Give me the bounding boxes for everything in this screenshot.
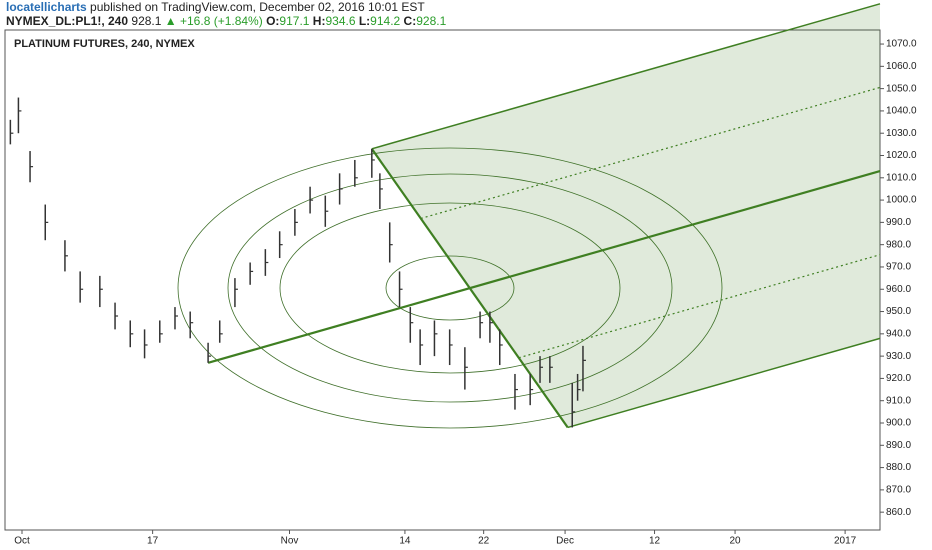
x-tick-label: 14 — [399, 536, 411, 547]
x-tick-label: Dec — [556, 536, 574, 547]
y-tick-label: 890.0 — [886, 440, 911, 451]
upper-line — [371, 3, 881, 150]
handle-line — [370, 148, 569, 429]
h-value: 934.6 — [325, 14, 356, 28]
x-tick-label: Oct — [14, 536, 30, 547]
up-icon: ▲ — [164, 14, 177, 28]
y-tick-label: 1000.0 — [886, 195, 917, 206]
y-tick-label: 940.0 — [886, 328, 911, 339]
y-tick-label: 860.0 — [886, 507, 911, 518]
y-tick-label: 1010.0 — [886, 172, 917, 183]
symbol: NYMEX_DL:PL1!, 240 — [6, 14, 129, 28]
y-tick-label: 990.0 — [886, 217, 911, 228]
last: 928.1 — [131, 14, 162, 28]
y-tick-label: 970.0 — [886, 262, 911, 273]
ellipse — [279, 202, 621, 374]
x-tick-label: 17 — [147, 536, 159, 547]
x-tick-label: 22 — [478, 536, 490, 547]
plot-frame — [4, 29, 881, 531]
x-tick-label: 12 — [649, 536, 661, 547]
y-tick-label: 980.0 — [886, 239, 911, 250]
ellipse — [385, 255, 515, 321]
pitchfork-fill — [371, 3, 880, 428]
y-tick-label: 880.0 — [886, 462, 911, 473]
author: locatellicharts — [6, 0, 87, 14]
o-label: O: — [266, 14, 280, 28]
y-tick-label: 950.0 — [886, 306, 911, 317]
h-label: H: — [312, 14, 326, 28]
publish-line: locatellicharts published on TradingView… — [6, 0, 926, 14]
o-value: 917.1 — [279, 14, 310, 28]
y-tick-label: 1070.0 — [886, 39, 917, 50]
y-tick-label: 900.0 — [886, 418, 911, 429]
lower-line — [567, 337, 881, 429]
circles — [177, 147, 723, 429]
x-tick-label: 2017 — [834, 536, 857, 547]
y-tick-label: 960.0 — [886, 284, 911, 295]
c-value: 928.1 — [416, 14, 447, 28]
x-tick-label: 20 — [729, 536, 741, 547]
y-tick-label: 910.0 — [886, 395, 911, 406]
c-label: C: — [403, 14, 417, 28]
y-tick-label: 930.0 — [886, 351, 911, 362]
y-tick-label: 1060.0 — [886, 61, 917, 72]
change: +16.8 (+1.84%) — [180, 14, 263, 28]
ellipse — [177, 147, 723, 429]
published: published on TradingView.com, December 0… — [90, 0, 425, 14]
chart-title: PLATINUM FUTURES, 240, NYMEX — [14, 38, 195, 50]
y-tick-label: 870.0 — [886, 485, 911, 496]
x-tick-label: Nov — [281, 536, 299, 547]
median-line — [207, 170, 881, 364]
y-tick-label: 920.0 — [886, 373, 911, 384]
y-tick-label: 1020.0 — [886, 150, 917, 161]
symbol-line: NYMEX_DL:PL1!, 240 928.1 ▲ +16.8 (+1.84%… — [6, 14, 926, 28]
y-tick-label: 1040.0 — [886, 106, 917, 117]
l-label: L: — [358, 14, 371, 28]
y-tick-label: 1050.0 — [886, 83, 917, 94]
l-value: 914.2 — [370, 14, 401, 28]
ellipse — [227, 173, 673, 403]
y-tick-label: 1030.0 — [886, 128, 917, 139]
header: locatellicharts published on TradingView… — [6, 0, 926, 28]
